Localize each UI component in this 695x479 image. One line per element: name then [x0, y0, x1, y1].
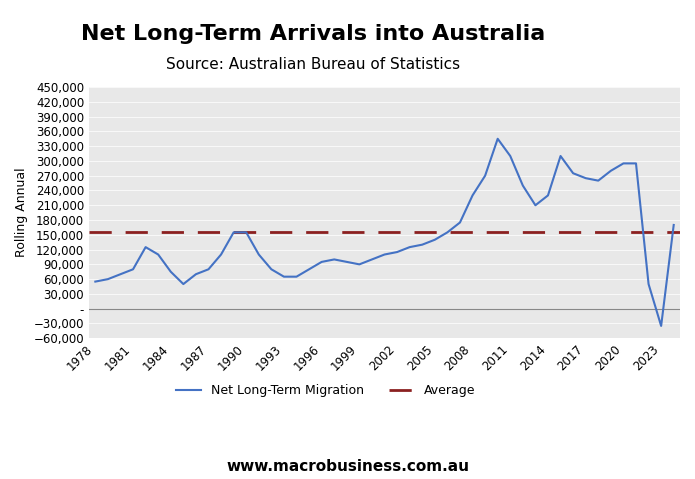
Text: www.macrobusiness.com.au: www.macrobusiness.com.au [226, 459, 469, 474]
Text: Source: Australian Bureau of Statistics: Source: Australian Bureau of Statistics [165, 57, 460, 72]
Y-axis label: Rolling Annual: Rolling Annual [15, 168, 28, 257]
Text: BUSINESS: BUSINESS [548, 62, 626, 77]
Legend: Net Long-Term Migration, Average: Net Long-Term Migration, Average [171, 379, 480, 402]
Text: Net Long-Term Arrivals into Australia: Net Long-Term Arrivals into Australia [81, 24, 545, 44]
Text: MACRO: MACRO [550, 34, 624, 52]
